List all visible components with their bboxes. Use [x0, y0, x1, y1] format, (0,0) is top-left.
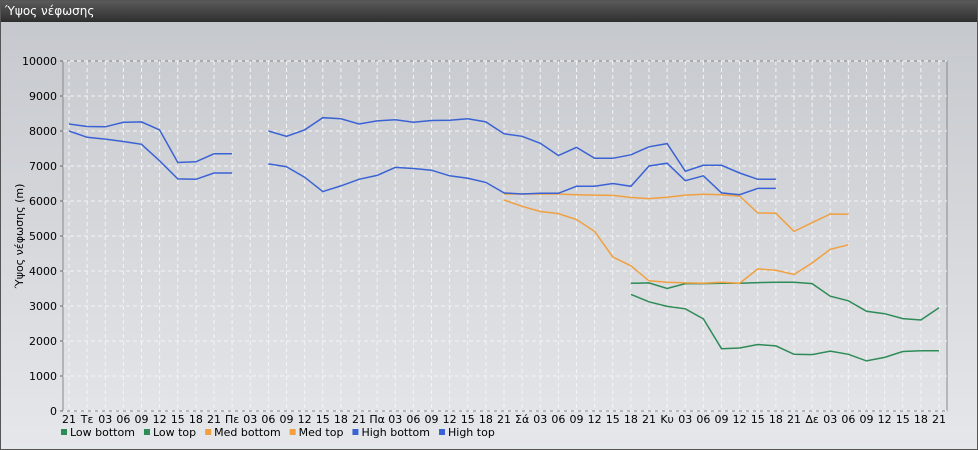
x-tick-label: 12 [588, 413, 602, 426]
series-line [68, 116, 776, 181]
series-line [68, 130, 776, 196]
y-tick-label: 0 [50, 405, 57, 418]
chart: Ύψος νέφωσης (m) 0 1000 2000 3000 4000 5000 60… [13, 55, 948, 439]
y-tick-label: 1000 [29, 370, 57, 383]
x-tick-label: 06 [841, 413, 855, 426]
x-tick-label: 15 [606, 413, 620, 426]
y-tick-label: 6000 [29, 195, 57, 208]
x-tick-label: 09 [425, 413, 439, 426]
x-tick-label: 15 [751, 413, 765, 426]
x-tick-label: 12 [878, 413, 892, 426]
x-tick-label: 12 [153, 413, 167, 426]
legend-label: Med bottom [214, 426, 281, 439]
x-tick-label: 18 [334, 413, 348, 426]
x-tick-label: 06 [406, 413, 420, 426]
x-tick-label: 21 [62, 413, 76, 426]
x-tick-label: Κυ [660, 413, 674, 426]
window-title: Ύψος νέφωσης [1, 1, 977, 22]
x-tick-label: 06 [116, 413, 130, 426]
x-tick-label: 03 [98, 413, 112, 426]
y-tick-label: 7000 [29, 160, 57, 173]
legend-swatch [289, 429, 296, 435]
x-tick-label: 03 [678, 413, 692, 426]
series-line [630, 293, 939, 362]
x-tick-label: 18 [914, 413, 928, 426]
x-tick-label: 15 [316, 413, 330, 426]
series-line [630, 281, 940, 321]
x-tick-label: 18 [769, 413, 783, 426]
legend-label: Low bottom [70, 426, 135, 439]
x-tick-label: 03 [243, 413, 257, 426]
x-tick-label: 12 [443, 413, 457, 426]
y-tick-label: 9000 [29, 90, 57, 103]
x-tick-label: 06 [696, 413, 710, 426]
x-tick-label: Πε [225, 413, 239, 426]
legend-label: Low top [153, 426, 196, 439]
legend-swatch [61, 429, 67, 435]
x-tick-label: 09 [135, 413, 149, 426]
y-axis-label: Ύψος νέφωσης (m) [13, 184, 26, 290]
x-tick-label: Τε [80, 413, 94, 426]
legend-swatch [352, 429, 359, 435]
x-tick-label: 21 [207, 413, 221, 426]
x-tick-label: 03 [823, 413, 837, 426]
y-tick-label: 5000 [29, 230, 57, 243]
x-tick-label: Σά [515, 413, 529, 426]
x-tick-label: 21 [642, 413, 656, 426]
x-tick-label: 03 [533, 413, 547, 426]
x-tick-label: 18 [189, 413, 203, 426]
x-tick-label: 09 [715, 413, 729, 426]
x-tick-label: 12 [298, 413, 312, 426]
y-tick-label: 10000 [22, 55, 57, 68]
x-tick-label: 18 [624, 413, 638, 426]
legend-swatch [205, 429, 212, 435]
y-tick-label: 3000 [29, 300, 57, 313]
y-tick-label: 2000 [29, 335, 57, 348]
x-tick-label: Πα [369, 413, 385, 426]
y-tick-label: 8000 [29, 125, 57, 138]
x-tick-label: 21 [932, 413, 946, 426]
y-tick-label: 4000 [29, 265, 57, 278]
x-tick-label: 21 [352, 413, 366, 426]
legend-swatch [143, 429, 150, 435]
x-tick-label: 21 [497, 413, 511, 426]
legend-label: High bottom [361, 426, 430, 439]
x-tick-label: 06 [551, 413, 565, 426]
x-tick-label: 06 [261, 413, 275, 426]
x-tick-label: 21 [787, 413, 801, 426]
series-line [504, 193, 849, 233]
x-tick-label: 12 [733, 413, 747, 426]
x-tick-label: 09 [570, 413, 584, 426]
x-tick-label: 15 [896, 413, 910, 426]
legend-label: High top [448, 426, 495, 439]
legend-label: Med top [299, 426, 344, 439]
x-tick-label: 09 [860, 413, 874, 426]
legend-swatch [439, 429, 445, 435]
x-tick-label: 15 [461, 413, 475, 426]
x-tick-label: Δε [805, 413, 819, 426]
series-line [503, 199, 849, 285]
x-tick-label: 18 [479, 413, 493, 426]
x-tick-label: 03 [388, 413, 402, 426]
x-tick-label: 15 [171, 413, 185, 426]
x-tick-label: 09 [280, 413, 294, 426]
